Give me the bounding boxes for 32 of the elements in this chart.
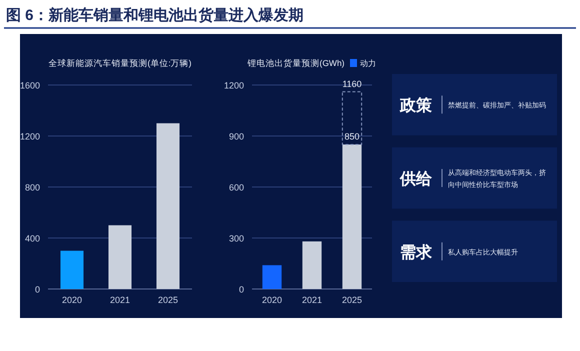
chart-title: 锂电池出货量预测(GWh): [246, 58, 345, 68]
y-tick-label: 1600: [20, 80, 40, 90]
y-tick-label: 800: [24, 182, 40, 192]
chart-title: 图 6：新能车销量和锂电池出货量进入爆发期: [6, 6, 304, 24]
chart-subtitle: 全球新能源汽车销量预测(单位:万辆): [48, 58, 192, 68]
y-tick-label: 1200: [224, 80, 244, 90]
bar: [262, 265, 282, 289]
text: 供给: [399, 170, 433, 188]
y-tick-label: 0: [34, 284, 40, 294]
text: 政策: [399, 96, 432, 115]
bar: [342, 144, 362, 289]
x-tick-label: 2020: [262, 295, 282, 305]
bar: [342, 91, 362, 145]
x-tick-label: 2021: [302, 295, 322, 305]
bar: [156, 123, 180, 289]
text: 需求: [400, 243, 433, 262]
y-tick-label: 900: [228, 132, 244, 142]
y-tick-label: 400: [24, 234, 40, 244]
y-tick-label: 300: [228, 234, 244, 244]
x-tick-label: 2025: [342, 295, 362, 305]
annotation: 1160: [342, 78, 362, 89]
annotation: 850: [344, 132, 360, 142]
x-tick-label: 2020: [62, 295, 82, 305]
y-tick-label: 1200: [20, 132, 40, 142]
bar: [302, 241, 322, 289]
y-tick-label: 0: [238, 284, 244, 294]
bar: [108, 225, 132, 289]
legend-label: 动力: [360, 59, 376, 68]
x-tick-label: 2021: [110, 295, 130, 305]
y-tick-label: 600: [228, 182, 244, 192]
bar: [60, 250, 84, 289]
x-tick-label: 2025: [158, 295, 178, 305]
